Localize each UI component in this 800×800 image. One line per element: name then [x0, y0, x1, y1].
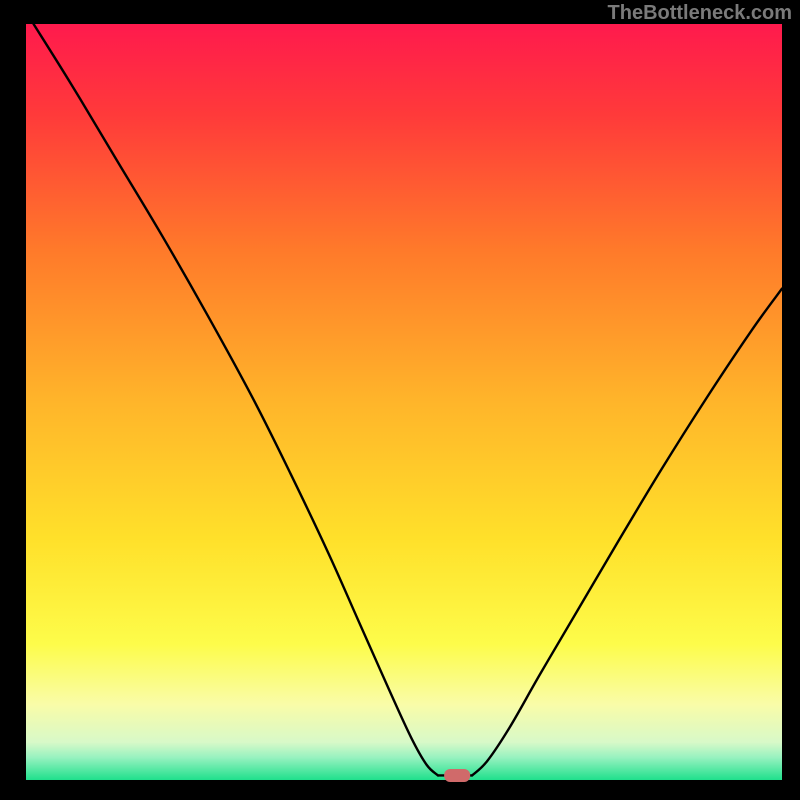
watermark-text: TheBottleneck.com: [608, 2, 792, 25]
optimum-marker: [444, 769, 470, 781]
bottleneck-curve: [26, 24, 782, 780]
chart-container: TheBottleneck.com: [0, 0, 800, 800]
plot-area: [26, 24, 782, 780]
